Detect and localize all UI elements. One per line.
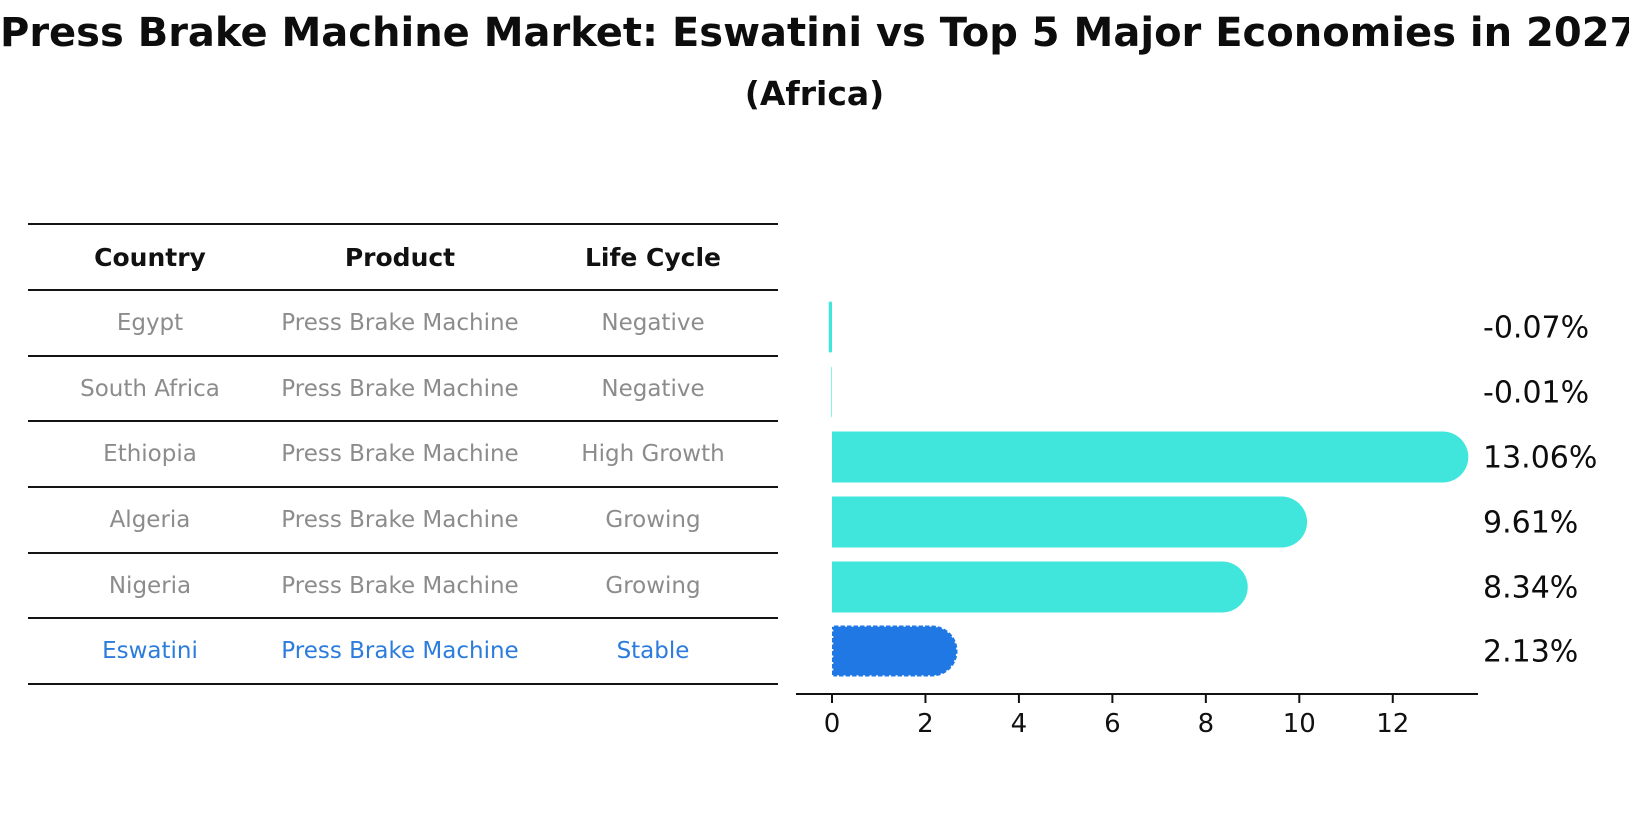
value-label-ethiopia: 13.06% bbox=[1483, 441, 1597, 476]
value-label-egypt: -0.07% bbox=[1483, 311, 1589, 346]
life-cycle-cell: High Growth bbox=[581, 441, 725, 468]
life-cycle-cell: Negative bbox=[601, 309, 705, 336]
x-tick-label-6: 6 bbox=[1104, 709, 1121, 739]
value-label-nigeria: 8.34% bbox=[1483, 571, 1578, 606]
bar-egypt bbox=[828, 301, 832, 353]
table-row-south-africa: South Africa Press Brake Machine Negative bbox=[28, 354, 778, 421]
table-body: Egypt Press Brake Machine Negative South Af… bbox=[28, 289, 778, 683]
table-row-egypt: Egypt Press Brake Machine Negative bbox=[28, 289, 778, 355]
chart-subtitle: (Africa) bbox=[744, 74, 885, 113]
life-cycle-cell: Negative bbox=[601, 375, 705, 402]
table-row-nigeria: Nigeria Press Brake Machine Growing bbox=[28, 551, 778, 618]
product-cell: Press Brake Machine bbox=[281, 375, 519, 402]
life-cycle-cell: Growing bbox=[605, 572, 701, 599]
table-row-eswatini: Eswatini Press Brake Machine Stable bbox=[28, 617, 778, 683]
product-cell: Press Brake Machine bbox=[281, 506, 519, 533]
product-cell: Press Brake Machine bbox=[281, 309, 519, 336]
table-row-algeria: Algeria Press Brake Machine Growing bbox=[28, 486, 778, 552]
value-label-eswatini: 2.13% bbox=[1483, 635, 1578, 670]
country-cell: South Africa bbox=[80, 375, 220, 402]
header-country: Country bbox=[94, 242, 206, 272]
x-tick-label-0: 0 bbox=[824, 709, 841, 739]
bar-eswatini bbox=[832, 625, 958, 677]
country-cell: Nigeria bbox=[108, 572, 192, 599]
product-cell: Press Brake Machine bbox=[281, 441, 519, 468]
table-header-row: Country Product Life Cycle bbox=[28, 223, 778, 289]
x-tick-label-4: 4 bbox=[1011, 709, 1028, 739]
value-label-algeria: 9.61% bbox=[1483, 506, 1578, 541]
country-cell: Eswatini bbox=[102, 638, 198, 665]
chart-title: Press Brake Machine Market: Eswatini vs … bbox=[0, 10, 1629, 56]
product-cell: Press Brake Machine bbox=[281, 638, 519, 665]
x-tick-label-12: 12 bbox=[1376, 709, 1409, 739]
bar-south-africa bbox=[831, 366, 832, 418]
country-cell: Egypt bbox=[116, 309, 184, 336]
comparison-table: Country Product Life Cycle Egypt Press Br… bbox=[28, 223, 778, 686]
header-product: Product bbox=[344, 242, 456, 272]
x-tick-label-10: 10 bbox=[1283, 709, 1316, 739]
header-life-cycle: Life Cycle bbox=[584, 242, 722, 272]
value-label-south-africa: -0.01% bbox=[1483, 376, 1589, 411]
x-tick-label-8: 8 bbox=[1198, 709, 1215, 739]
country-cell: Ethiopia bbox=[103, 441, 197, 468]
life-cycle-cell: Growing bbox=[605, 506, 701, 533]
country-cell: Algeria bbox=[109, 506, 191, 533]
life-cycle-cell: Stable bbox=[616, 638, 690, 665]
bar-ethiopia bbox=[832, 431, 1469, 483]
bar-chart: -0.07% -0.01% 13.06% 9.61% 8.34% 2.13% 0 2 4 6 8 10… bbox=[796, 301, 1597, 739]
x-tick-label-2: 2 bbox=[917, 709, 934, 739]
bar-nigeria bbox=[832, 561, 1248, 613]
table-row-ethiopia: Ethiopia Press Brake Machine High Growth bbox=[28, 420, 778, 486]
bar-algeria bbox=[832, 496, 1308, 548]
product-cell: Press Brake Machine bbox=[281, 572, 519, 599]
